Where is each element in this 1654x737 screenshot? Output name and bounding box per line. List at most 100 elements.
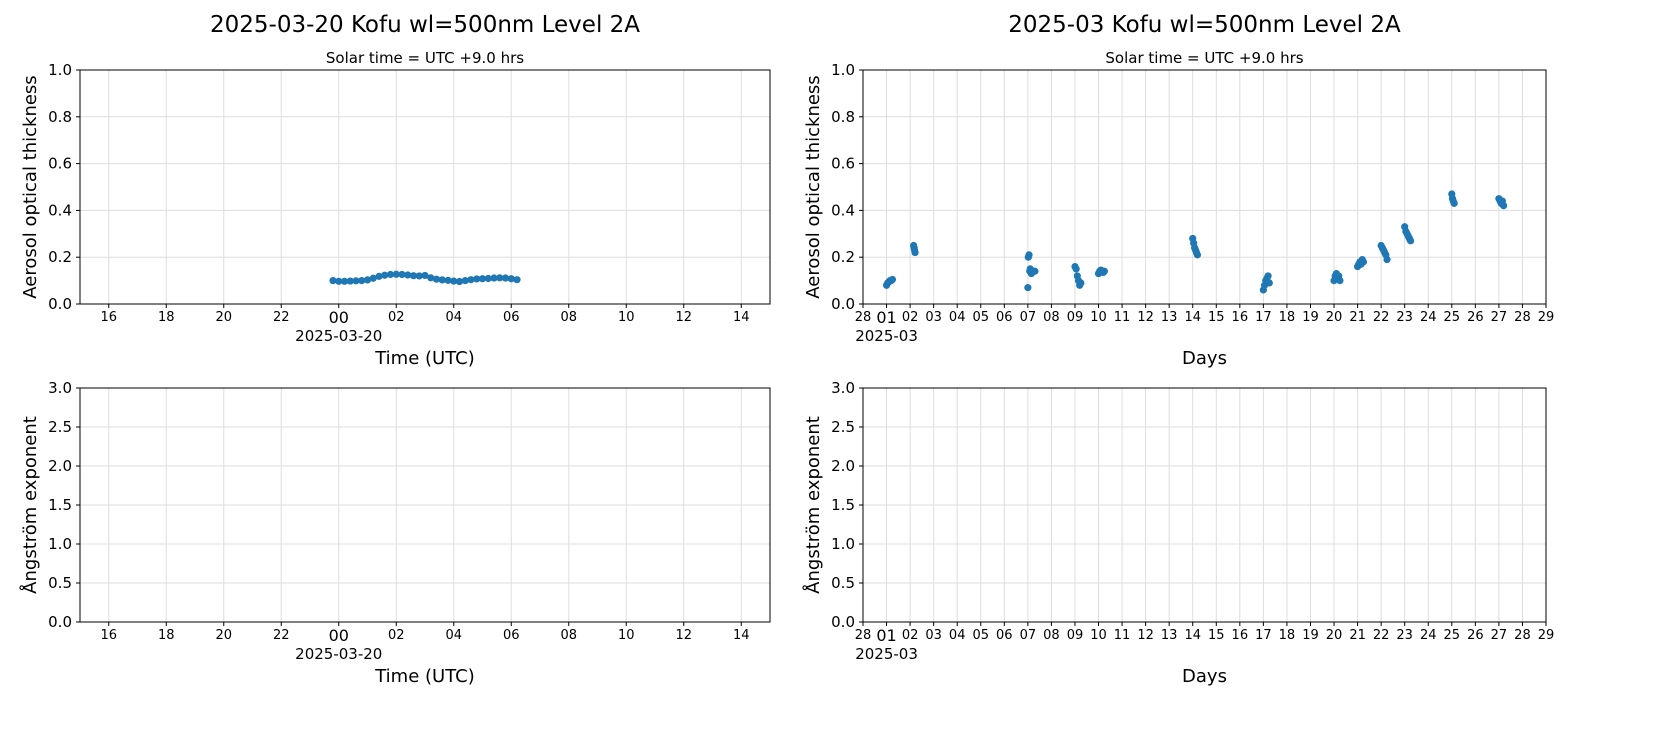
data-point [1264,272,1272,280]
y-tick-label: 0.0 [831,295,855,313]
data-point [513,276,521,284]
x-tick-sublabel: 2025-03-20 [295,327,382,345]
data-point [1383,255,1391,264]
y-axis-label: Ångström exponent [19,416,41,594]
subplot: 2025-03-20 Kofu wl=500nm Level 2A Solar t… [20,12,771,369]
x-tick-label: 12 [1137,628,1154,643]
y-tick-label: 2.5 [831,418,855,436]
x-tick-label: 25 [1444,628,1461,643]
x-tick-label: 09 [1067,628,1084,643]
x-tick-label: 05 [972,310,989,325]
data-point [398,270,406,279]
data-point [1024,284,1032,292]
data-point [427,274,435,282]
x-axis-label: Time (UTC) [374,666,475,687]
data-point [444,276,452,284]
x-axis-label: Time (UTC) [374,348,475,369]
data-point [911,248,919,257]
data-point [404,271,412,279]
y-tick-label: 0.6 [48,155,72,173]
x-tick-label: 14 [733,310,750,325]
x-tick-label: 24 [1420,628,1437,643]
y-tick-label: 0.0 [831,613,855,631]
x-tick-label: 18 [1279,628,1296,643]
data-point [1500,202,1508,210]
data-point [1406,237,1415,245]
x-tick-label: 13 [1161,310,1178,325]
data-point [409,272,418,280]
data-point [438,276,446,284]
plot-frame [79,69,771,305]
x-tick-label: 02 [902,628,919,643]
data-point [888,275,897,284]
x-tick-label: 00 [329,626,349,645]
x-tick-label: 28 [1514,628,1531,643]
data-point [392,270,400,278]
x-tick-label: 07 [1020,310,1037,325]
x-tick-label: 12 [1137,310,1154,325]
x-tick-label: 16 [100,628,117,643]
y-tick-label: 3.0 [831,379,855,397]
x-tick-label: 22 [273,310,290,325]
x-tick-label: 05 [972,628,989,643]
plot-frame [79,387,771,623]
data-point [490,274,498,282]
x-tick-label: 18 [158,628,175,643]
x-tick-label: 16 [1232,628,1249,643]
x-tick-label: 12 [675,628,692,643]
x-tick-label: 03 [925,310,942,325]
x-tick-label: 26 [1467,628,1484,643]
y-tick-label: 1.0 [48,61,72,79]
x-tick-label: 08 [560,310,577,325]
x-tick-label: 11 [1114,310,1131,325]
data-point [1359,258,1368,266]
x-tick-label: 08 [1043,310,1060,325]
x-tick-label: 27 [1491,310,1508,325]
data-point [478,275,487,283]
x-tick-label: 02 [388,310,405,325]
data-point [329,277,337,285]
x-axis-label: Days [1182,348,1227,369]
data-point [450,277,458,285]
data-point [1336,277,1344,285]
chart-title: 2025-03-20 Kofu wl=500nm Level 2A [210,12,640,38]
y-tick-label: 1.0 [831,61,855,79]
x-tick-label: 04 [445,628,462,643]
x-tick-label: 02 [902,310,919,325]
x-tick-label: 21 [1349,310,1366,325]
data-point [455,277,464,286]
x-tick-label: 06 [996,310,1013,325]
data-point [375,272,383,280]
data-point [358,277,366,285]
x-tick-sublabel: 2025-03-20 [295,645,382,663]
x-tick-label: 06 [503,310,520,325]
x-tick-label: 20 [215,310,232,325]
subplot: 2025-03 Kofu wl=500nm Level 2A Solar time… [803,12,1554,369]
y-axis-label: Ångström exponent [802,416,824,594]
subplot: 16 18 20 22 00 02 04 06 08 10 12 14 2025-03-20 0.0 0.5… [19,379,771,687]
x-tick-label: 10 [1090,310,1107,325]
data-point [1450,199,1458,207]
x-tick-label: 27 [1491,628,1508,643]
x-tick-label: 01 [876,626,896,645]
x-tick-label: 22 [1373,310,1390,325]
x-tick-label: 14 [1184,628,1201,643]
subplot: 28 01 02 03 04 05 06 07 08 09 10 11 12 13 14 15 16 17 18 19… [802,379,1554,687]
y-axis-label: Aerosol optical thickness [20,75,41,298]
data-point [335,277,343,285]
x-tick-label: 20 [1326,310,1343,325]
data-point [381,271,389,279]
y-tick-label: 1.0 [831,535,855,553]
y-tick-label: 0.8 [48,108,72,126]
chart-subtitle: Solar time = UTC +9.0 hrs [1105,49,1303,67]
plot-frame [862,69,1547,305]
y-tick-label: 2.0 [48,457,72,475]
y-tick-label: 2.5 [48,418,72,436]
x-tick-label: 02 [388,628,405,643]
data-point [363,276,372,284]
x-tick-label: 28 [855,628,872,643]
x-tick-label: 09 [1067,310,1084,325]
x-tick-label: 28 [1514,310,1531,325]
